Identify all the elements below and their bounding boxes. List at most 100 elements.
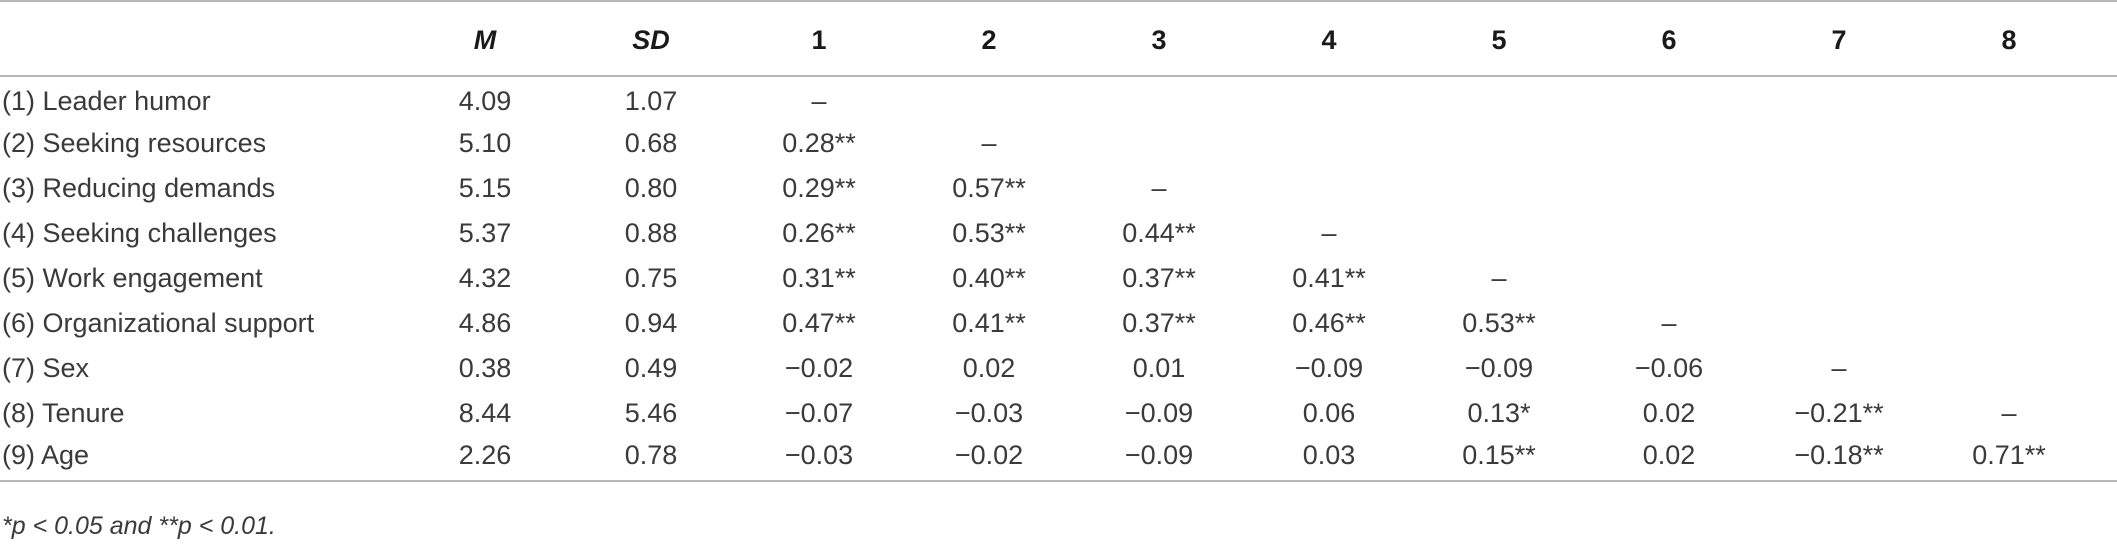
correlation-cell: [1754, 166, 1924, 211]
correlation-cell: 0.26**: [782, 218, 856, 248]
correlation-cell: [1924, 256, 2094, 301]
correlation-cell: [1074, 76, 1244, 121]
correlation-cell: –: [1321, 218, 1337, 248]
correlation-cell: [1244, 166, 1414, 211]
row-label: (5) Work engagement: [2, 263, 263, 293]
correlation-cell: [1754, 211, 1924, 256]
correlation-cell: [1924, 166, 2094, 211]
correlation-cell: 0.44**: [1122, 218, 1196, 248]
table-row: (7) Sex 0.38 0.49 −0.02 0.02 0.01 −0.09 −0.09 −0…: [0, 346, 2117, 391]
table-row: (8) Tenure 8.44 5.46 −0.07 −0.03 −0.09 0.06 0.1…: [0, 391, 2117, 436]
sd-cell: 0.75: [624, 263, 678, 293]
mean-cell: 5.15: [458, 173, 512, 203]
mean-cell: 4.86: [458, 308, 512, 338]
header-cell-5: 5: [1414, 0, 1584, 77]
correlation-cell: −0.18**: [1754, 436, 1924, 482]
correlation-cell: −0.03: [954, 398, 1024, 428]
correlation-cell: [1074, 121, 1244, 166]
correlation-cell: [2094, 166, 2117, 211]
correlation-cell: [1584, 166, 1754, 211]
row-label: (7) Sex: [2, 353, 90, 383]
correlation-cell: 0.57**: [952, 173, 1026, 203]
row-label: (3) Reducing demands: [2, 173, 276, 203]
correlation-cell: 0.46**: [1292, 308, 1366, 338]
sd-cell: 0.88: [624, 218, 678, 248]
mean-cell: 5.37: [458, 218, 512, 248]
correlation-cell: –: [1491, 263, 1507, 293]
table-footnote: *p < 0.05 and **p < 0.01.: [2, 512, 276, 540]
correlation-cell: [1924, 121, 2094, 166]
correlation-cell: [1244, 121, 1414, 166]
correlation-cell: −0.02: [784, 353, 854, 383]
header-cell-variable: [0, 0, 402, 77]
correlation-cell: [1754, 76, 1924, 121]
correlation-cell: −0.07: [784, 398, 854, 428]
correlation-cell: [1924, 301, 2094, 346]
correlation-cell: [1414, 166, 1584, 211]
mean-cell: 5.10: [458, 128, 512, 158]
correlation-cell: [1414, 121, 1584, 166]
correlation-cell: [1584, 76, 1754, 121]
correlation-cell: −0.02: [904, 436, 1074, 482]
sd-cell: 0.68: [624, 128, 678, 158]
correlation-cell: [1414, 211, 1584, 256]
correlation-cell: –: [1661, 308, 1677, 338]
correlation-cell: –: [1151, 173, 1167, 203]
correlation-cell: 0.37**: [1122, 263, 1196, 293]
row-label: (2) Seeking resources: [2, 128, 267, 158]
correlation-cell: 0.28**: [782, 128, 856, 158]
header-cell-9: 9: [2094, 0, 2117, 77]
header-cell-8: 8: [1924, 0, 2094, 77]
correlation-cell: 0.41**: [1292, 263, 1366, 293]
correlation-cell: [1584, 211, 1754, 256]
correlation-cell: [1924, 211, 2094, 256]
sd-cell: 1.07: [624, 86, 678, 116]
correlation-cell: 0.02: [962, 353, 1016, 383]
correlation-cell: 0.37**: [1122, 308, 1196, 338]
mean-cell: 2.26: [402, 436, 568, 482]
correlation-cell: [1754, 256, 1924, 301]
header-cell-1: 1: [734, 0, 904, 77]
correlation-cell: 0.15**: [1414, 436, 1584, 482]
table-body: (1) Leader humor 4.09 1.07– (2) Seeking res…: [0, 76, 2117, 482]
table-row: (3) Reducing demands 5.15 0.80 0.29** 0.57**…: [0, 166, 2117, 211]
correlation-cell: −0.09: [1124, 398, 1194, 428]
correlation-cell: 0.47**: [782, 308, 856, 338]
sd-cell: 0.80: [624, 173, 678, 203]
correlation-cell: −0.09: [1074, 436, 1244, 482]
row-label: (1) Leader humor: [2, 86, 211, 116]
correlation-cell: [904, 76, 1074, 121]
header-cell-7: 7: [1754, 0, 1924, 77]
correlation-cell: −0.06: [1634, 353, 1704, 383]
correlation-cell: −0.21**: [1794, 398, 1884, 428]
correlation-table: M SD 1 2 3 4 5 6 7 8 9 (1) Leader humor 4…: [0, 0, 2117, 482]
correlation-cell: 0.02: [1584, 436, 1754, 482]
mean-cell: 4.32: [458, 263, 512, 293]
correlation-cell: −0.03: [734, 436, 904, 482]
mean-cell: 4.09: [458, 86, 512, 116]
table-row: (5) Work engagement 4.32 0.75 0.31** 0.40** 0…: [0, 256, 2117, 301]
correlation-cell: –: [2001, 398, 2017, 428]
correlation-cell: [1924, 76, 2094, 121]
header-cell-4: 4: [1244, 0, 1414, 77]
correlation-cell: –: [2094, 436, 2117, 482]
header-cell-2: 2: [904, 0, 1074, 77]
row-label: (6) Organizational support: [2, 308, 315, 338]
correlation-cell: 0.06: [1302, 398, 1356, 428]
table-row: (4) Seeking challenges 5.37 0.88 0.26** 0.53…: [0, 211, 2117, 256]
table-row: (2) Seeking resources 5.10 0.68 0.28** –: [0, 121, 2117, 166]
correlation-cell: 0.53**: [952, 218, 1026, 248]
correlation-cell: [1754, 121, 1924, 166]
correlation-cell: [2094, 211, 2117, 256]
table-row: (6) Organizational support 4.86 0.94 0.47**…: [0, 301, 2117, 346]
header-cell-6: 6: [1584, 0, 1754, 77]
correlation-cell: 0.03: [1244, 436, 1414, 482]
mean-cell: 8.44: [458, 398, 512, 428]
correlation-cell: [1584, 256, 1754, 301]
correlation-cell: [1414, 76, 1584, 121]
correlation-cell: –: [981, 128, 997, 158]
table-header-row: M SD 1 2 3 4 5 6 7 8 9: [0, 0, 2117, 77]
row-label: (8) Tenure: [2, 398, 125, 428]
correlation-cell: 0.02: [1642, 398, 1696, 428]
correlation-cell: –: [1831, 353, 1847, 383]
